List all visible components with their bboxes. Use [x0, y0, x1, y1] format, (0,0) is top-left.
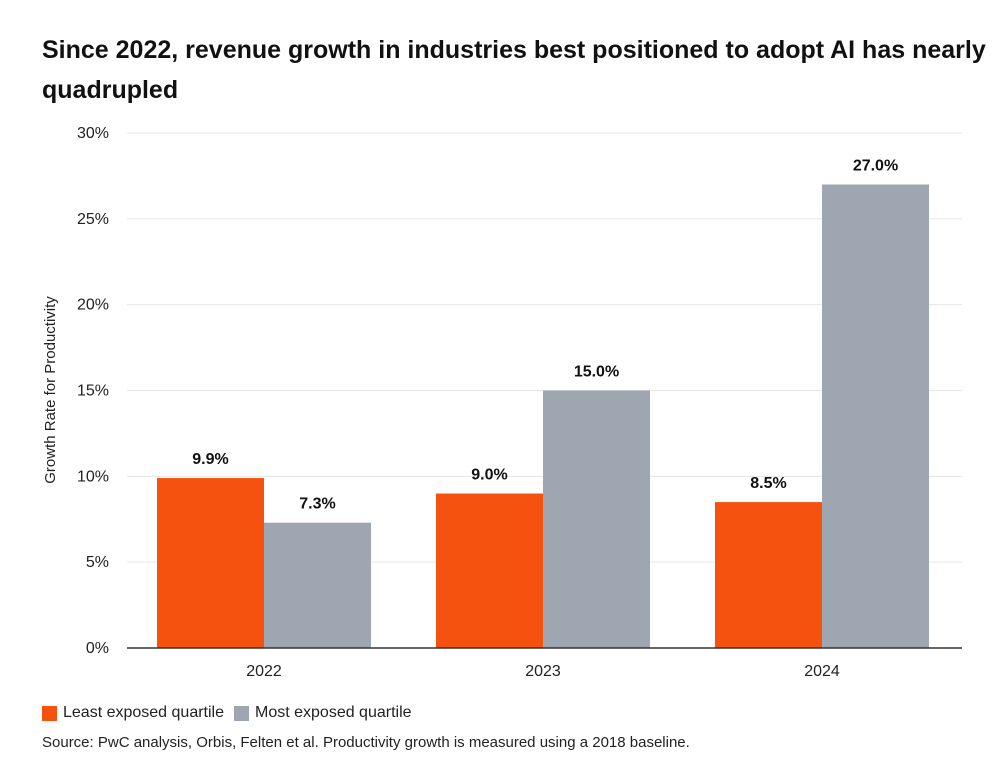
legend-swatch-least — [42, 705, 57, 721]
legend-item-most: Most exposed quartile — [234, 704, 412, 722]
data-label: 7.3% — [299, 496, 335, 513]
x-tick-label: 2023 — [525, 663, 561, 680]
y-tick-label: 25% — [77, 211, 109, 228]
y-tick-label: 10% — [77, 468, 109, 485]
source-note: Source: PwC analysis, Orbis, Felten et a… — [42, 734, 690, 751]
bar-least-exposed — [715, 502, 822, 648]
x-tick-label: 2022 — [246, 663, 282, 680]
y-tick-label: 20% — [77, 297, 109, 314]
legend: Least exposed quartile Most exposed quar… — [42, 704, 422, 722]
y-tick-label: 30% — [77, 125, 109, 142]
legend-label-least: Least exposed quartile — [63, 704, 224, 721]
data-label: 15.0% — [574, 364, 619, 381]
y-tick-label: 15% — [77, 383, 109, 400]
y-tick-label: 5% — [86, 554, 109, 571]
bar-chart: 0% 5% 10% 15% 20% 25% 30% Growth Rate for Produ… — [42, 125, 962, 680]
bar-least-exposed — [436, 493, 543, 648]
legend-item-least: Least exposed quartile — [42, 704, 224, 722]
bar-least-exposed — [157, 478, 264, 648]
legend-label-most: Most exposed quartile — [255, 704, 412, 721]
y-tick-label: 0% — [86, 640, 109, 657]
y-axis-label: Growth Rate for Productivity — [42, 296, 59, 484]
x-tick-label: 2024 — [804, 663, 840, 680]
bar-most-exposed — [822, 184, 929, 648]
data-label: 27.0% — [853, 158, 898, 175]
chart-title: Since 2022, revenue growth in industries… — [42, 36, 986, 104]
legend-swatch-most — [234, 705, 249, 721]
data-label: 8.5% — [750, 475, 786, 492]
data-label: 9.9% — [192, 451, 228, 468]
bar-most-exposed — [264, 522, 371, 648]
bar-most-exposed — [543, 390, 650, 648]
data-label: 9.0% — [471, 467, 507, 484]
